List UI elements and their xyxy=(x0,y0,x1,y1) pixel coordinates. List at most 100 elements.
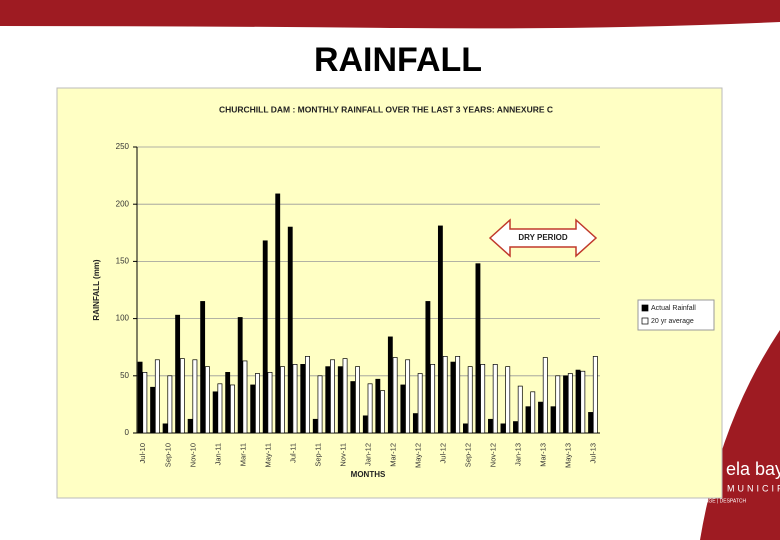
x-tick-label: May-12 xyxy=(414,443,423,468)
bar xyxy=(337,366,343,434)
bar xyxy=(442,356,448,434)
x-tick-label: May-13 xyxy=(564,443,573,468)
bar xyxy=(575,369,581,434)
x-tick-label: Mar-13 xyxy=(539,443,548,467)
bar xyxy=(450,361,456,434)
x-tick-label: Sep-11 xyxy=(313,443,322,467)
logo-name: ela bay xyxy=(726,459,780,479)
y-tick-label: 250 xyxy=(116,142,130,151)
x-tick-label: Jan-12 xyxy=(363,443,372,466)
bar xyxy=(212,391,218,434)
bar xyxy=(204,366,210,434)
legend-box xyxy=(637,299,715,331)
y-tick-label: 150 xyxy=(116,257,130,266)
bar xyxy=(430,364,436,434)
x-tick-label: Mar-12 xyxy=(389,443,398,467)
bar xyxy=(300,364,306,434)
bar xyxy=(150,386,156,434)
x-axis-label: MONTHS xyxy=(351,470,386,479)
bar xyxy=(530,391,536,434)
bar xyxy=(592,356,598,434)
bar xyxy=(237,317,243,434)
bar xyxy=(267,372,273,434)
y-tick-label: 0 xyxy=(125,428,130,437)
bar xyxy=(563,375,568,434)
logo-places: PORT ELIZABETH | UITENHAGE | DESPATCH xyxy=(640,498,747,504)
bar xyxy=(405,359,411,434)
y-tick-label: 200 xyxy=(116,199,130,208)
bar xyxy=(492,364,498,434)
bar xyxy=(137,361,143,434)
bar xyxy=(355,366,360,434)
bar xyxy=(317,375,323,434)
bar xyxy=(588,412,593,434)
annotation-text: DRY PERIOD xyxy=(518,233,568,242)
bar xyxy=(179,358,185,434)
bar xyxy=(475,263,481,434)
bar xyxy=(550,406,556,434)
bar xyxy=(325,366,331,434)
x-tick-label: Sep-10 xyxy=(163,443,172,467)
bar xyxy=(255,373,260,434)
y-tick-label: 100 xyxy=(116,314,130,323)
bar xyxy=(517,385,523,434)
x-tick-label: Nov-12 xyxy=(489,443,498,467)
x-tick-label: Sep-12 xyxy=(464,443,473,467)
bar xyxy=(555,375,561,434)
legend-label: Actual Rainfall xyxy=(651,305,696,312)
legend-label: 20 yr average xyxy=(651,318,694,325)
x-tick-label: May-11 xyxy=(263,443,272,467)
bar xyxy=(287,226,293,434)
bar xyxy=(400,384,406,434)
bar xyxy=(455,356,461,434)
bar xyxy=(154,359,160,434)
chart-title: CHURCHILL DAM : MONTHLY RAINFALL OVER TH… xyxy=(219,104,553,114)
bar xyxy=(217,383,223,434)
bar xyxy=(538,401,543,434)
x-tick-label: Nov-10 xyxy=(188,443,197,467)
bar xyxy=(437,225,443,434)
bar xyxy=(580,370,586,434)
x-tick-label: Jul-12 xyxy=(439,443,448,463)
bar xyxy=(567,373,573,434)
bar xyxy=(362,415,368,434)
bar xyxy=(513,421,518,434)
bar xyxy=(230,384,235,434)
bar xyxy=(275,193,281,434)
bar xyxy=(380,390,386,434)
bar xyxy=(412,413,418,434)
bar xyxy=(242,360,248,434)
bar xyxy=(162,423,168,434)
bar xyxy=(467,366,473,434)
x-tick-label: Jan-13 xyxy=(514,443,523,466)
bar xyxy=(542,357,548,434)
bar xyxy=(200,301,206,434)
bar xyxy=(250,384,256,434)
bar xyxy=(187,418,193,434)
bar xyxy=(167,375,173,434)
bar xyxy=(525,406,531,434)
bar xyxy=(392,357,398,434)
x-tick-label: Jul-13 xyxy=(589,443,598,463)
bar xyxy=(292,364,298,434)
bar xyxy=(262,240,268,434)
bar xyxy=(280,366,285,434)
legend-swatch xyxy=(641,317,649,325)
bar xyxy=(367,383,373,434)
x-tick-label: Mar-11 xyxy=(238,443,247,466)
bar xyxy=(192,359,198,434)
annotation-arrow xyxy=(488,218,598,258)
bar xyxy=(312,418,318,434)
legend-swatch xyxy=(641,304,649,312)
x-tick-label: Jul-11 xyxy=(288,443,297,463)
bar xyxy=(463,423,468,434)
logo-line: MUNICIPALITY xyxy=(727,483,780,493)
bar xyxy=(480,364,486,434)
bar xyxy=(425,301,431,434)
bar xyxy=(375,378,381,434)
bar xyxy=(387,336,393,434)
y-tick-label: 50 xyxy=(120,371,129,380)
bar xyxy=(500,423,506,434)
y-axis-label: RAINFALL (mm) xyxy=(92,259,101,321)
